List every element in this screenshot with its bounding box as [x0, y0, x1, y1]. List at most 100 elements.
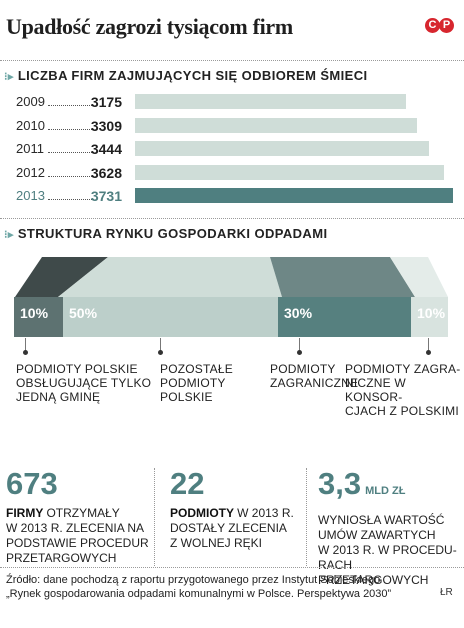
leader-dots	[48, 105, 94, 106]
stat-bold-word: Firmy	[6, 506, 47, 520]
market-segment	[278, 297, 411, 337]
divider	[0, 60, 464, 61]
market-category-label: Podmioty zagraniczne	[270, 362, 358, 390]
bar	[135, 117, 417, 133]
bar-value-label: 3309	[90, 117, 122, 134]
stat-line: umów zawartych	[318, 528, 436, 542]
perspective-face-1	[15, 257, 108, 297]
year-label: 2011	[16, 141, 44, 156]
market-segment	[63, 297, 278, 337]
stat-line: dostały zlecenia	[170, 521, 287, 535]
bar-row-2012: 2012 3628	[0, 164, 464, 182]
label-dot	[158, 350, 163, 355]
market-segment-label: 10%	[20, 305, 49, 321]
bar-row-2011: 2011 3444	[0, 140, 464, 158]
market-category-label: Podmioty zagra-niczne w konsor-cjach z p…	[345, 362, 464, 418]
stat-value: 3,3 MLD ZŁ	[318, 466, 464, 509]
stat-value: 673	[6, 466, 149, 502]
page-title: Upadłość zagrozi tysiącom firm	[6, 14, 293, 39]
label-stem	[299, 338, 300, 353]
stat-block: 22 Podmioty w 2013 r. dostały zlecenia z wo…	[170, 466, 294, 551]
label-stem	[160, 338, 161, 353]
stat-line: przetargowych	[6, 551, 117, 565]
bar-value-label: 3444	[90, 141, 122, 157]
stat-line: w 2013 r. zlecenia na	[6, 521, 145, 535]
market-segment-label: 50%	[69, 305, 98, 321]
divider	[0, 567, 464, 568]
label-line: obsługujące tylko	[16, 376, 152, 390]
section-heading-firm-count: ⁝▸ Liczba firm zajmujących się odbiorem ś…	[4, 68, 368, 83]
stat-line: wyniosła wartość	[318, 513, 445, 527]
label-line: Pozostałe	[160, 362, 233, 376]
market-segment	[411, 297, 448, 337]
label-line: Podmioty	[270, 362, 336, 376]
bar-value-label: 3731	[90, 188, 122, 204]
year-label: 2009	[16, 94, 45, 109]
perspective-face-2	[58, 257, 282, 297]
label-line: jedną gminę	[16, 390, 101, 404]
stat-line: rach przetargowych	[318, 558, 429, 587]
label-dot	[426, 350, 431, 355]
stat-description: wyniosła wartość umów zawartych w 2013 r. …	[318, 513, 464, 588]
bar-row-2009: 2009 3175	[0, 93, 464, 111]
label-line: podmioty	[160, 376, 226, 390]
year-label: 2012	[16, 164, 45, 180]
stat-line: podstawie procedur	[6, 536, 149, 550]
stat-bold-word: Podmioty	[170, 506, 238, 520]
perspective-face-4	[390, 257, 448, 297]
publisher-logo: C P	[425, 18, 457, 33]
market-segment	[14, 297, 63, 337]
label-line: niczne w konsor-	[345, 376, 406, 404]
stat-description: Podmioty w 2013 r. dostały zlecenia z woln…	[170, 506, 294, 551]
bar	[135, 141, 429, 156]
stat-number: 22	[170, 466, 205, 501]
stat-value: 22	[170, 466, 294, 502]
perspective-face-3	[270, 257, 415, 297]
leader-dots	[48, 175, 94, 177]
year-label: 2010	[16, 117, 45, 133]
stat-number: 673	[6, 466, 58, 501]
market-category-label: Pozostałe podmioty polskie	[160, 362, 233, 404]
market-category-label: Podmioty polskie obsługujące tylko jedną g…	[16, 362, 151, 404]
market-segment-label: 10%	[417, 305, 446, 321]
bar-value-label: 3628	[90, 164, 122, 181]
bar-row-2010: 2010 3309	[0, 117, 464, 135]
market-structure-chart: 10% 50% 30% 10%	[14, 257, 448, 337]
leader-dots	[48, 199, 94, 200]
label-dot	[23, 350, 28, 355]
stat-line: z wolnej ręki	[170, 536, 263, 550]
source-note: Źródło: dane pochodzą z raportu przygoto…	[6, 574, 392, 600]
leader-dots	[48, 128, 94, 130]
label-stem	[25, 338, 26, 353]
year-label: 2013	[16, 188, 45, 203]
stat-separator	[306, 468, 307, 566]
market-segment-label: 30%	[284, 305, 313, 321]
stat-unit: MLD ZŁ	[365, 485, 406, 497]
stat-separator	[154, 468, 155, 566]
stat-block: 673 Firmy otrzymały w 2013 r. zlecenia na p…	[6, 466, 149, 566]
bar-value-label: 3175	[90, 94, 122, 110]
author-signature: ŁR	[440, 587, 453, 598]
bar	[135, 164, 444, 180]
stat-description: Firmy otrzymały w 2013 r. zlecenia na pods…	[6, 506, 149, 566]
stat-number: 3,3	[318, 466, 362, 501]
stat-line: w 2013 r. w procedu-	[318, 543, 457, 557]
bar-row-2013: 2013 3731	[0, 187, 464, 205]
label-dot	[297, 350, 302, 355]
section-heading-market-structure: ⁝▸ Struktura rynku gospodarki odpadami	[4, 226, 328, 241]
label-line: polskie	[160, 390, 213, 404]
bar	[135, 94, 406, 109]
leader-dots	[48, 152, 94, 153]
label-line: zagraniczne	[270, 376, 359, 390]
stat-block: 3,3 MLD ZŁ wyniosła wartość umów zawartych w…	[318, 466, 464, 588]
label-line: Podmioty zagra-	[345, 362, 461, 376]
stat-line: Firmy otrzymały	[6, 506, 120, 520]
stat-line: Podmioty w 2013 r.	[170, 506, 294, 520]
label-line: cjach z polskimi	[345, 404, 459, 418]
divider	[0, 218, 464, 219]
marker-icon: ⁝▸	[4, 229, 14, 241]
marker-icon: ⁝▸	[4, 71, 14, 83]
label-stem	[428, 338, 429, 353]
logo-letter-c: C	[425, 18, 440, 33]
bar	[135, 188, 453, 203]
